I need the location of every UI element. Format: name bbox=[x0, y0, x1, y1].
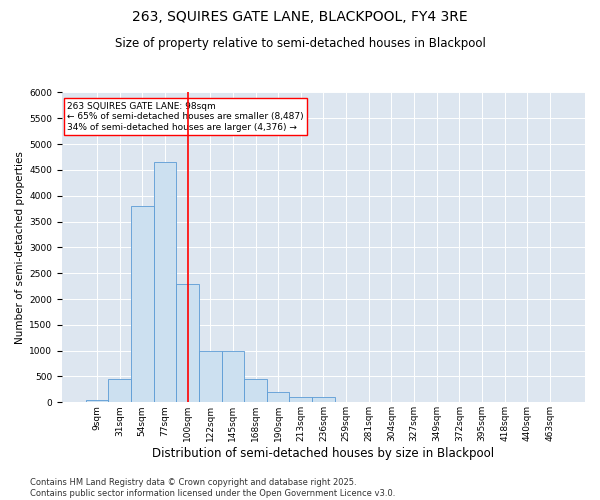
Bar bbox=[244, 379, 267, 402]
Bar bbox=[176, 284, 199, 403]
Text: Contains HM Land Registry data © Crown copyright and database right 2025.
Contai: Contains HM Land Registry data © Crown c… bbox=[30, 478, 395, 498]
Bar bbox=[289, 397, 312, 402]
Text: 263 SQUIRES GATE LANE: 98sqm
← 65% of semi-detached houses are smaller (8,487)
3: 263 SQUIRES GATE LANE: 98sqm ← 65% of se… bbox=[67, 102, 304, 132]
Bar bbox=[221, 350, 244, 403]
Bar bbox=[109, 379, 131, 402]
X-axis label: Distribution of semi-detached houses by size in Blackpool: Distribution of semi-detached houses by … bbox=[152, 447, 494, 460]
Bar bbox=[131, 206, 154, 402]
Bar bbox=[267, 392, 289, 402]
Bar bbox=[312, 397, 335, 402]
Text: 263, SQUIRES GATE LANE, BLACKPOOL, FY4 3RE: 263, SQUIRES GATE LANE, BLACKPOOL, FY4 3… bbox=[132, 10, 468, 24]
Y-axis label: Number of semi-detached properties: Number of semi-detached properties bbox=[15, 151, 25, 344]
Text: Size of property relative to semi-detached houses in Blackpool: Size of property relative to semi-detach… bbox=[115, 38, 485, 51]
Bar bbox=[154, 162, 176, 402]
Bar bbox=[199, 350, 221, 403]
Bar bbox=[86, 400, 109, 402]
